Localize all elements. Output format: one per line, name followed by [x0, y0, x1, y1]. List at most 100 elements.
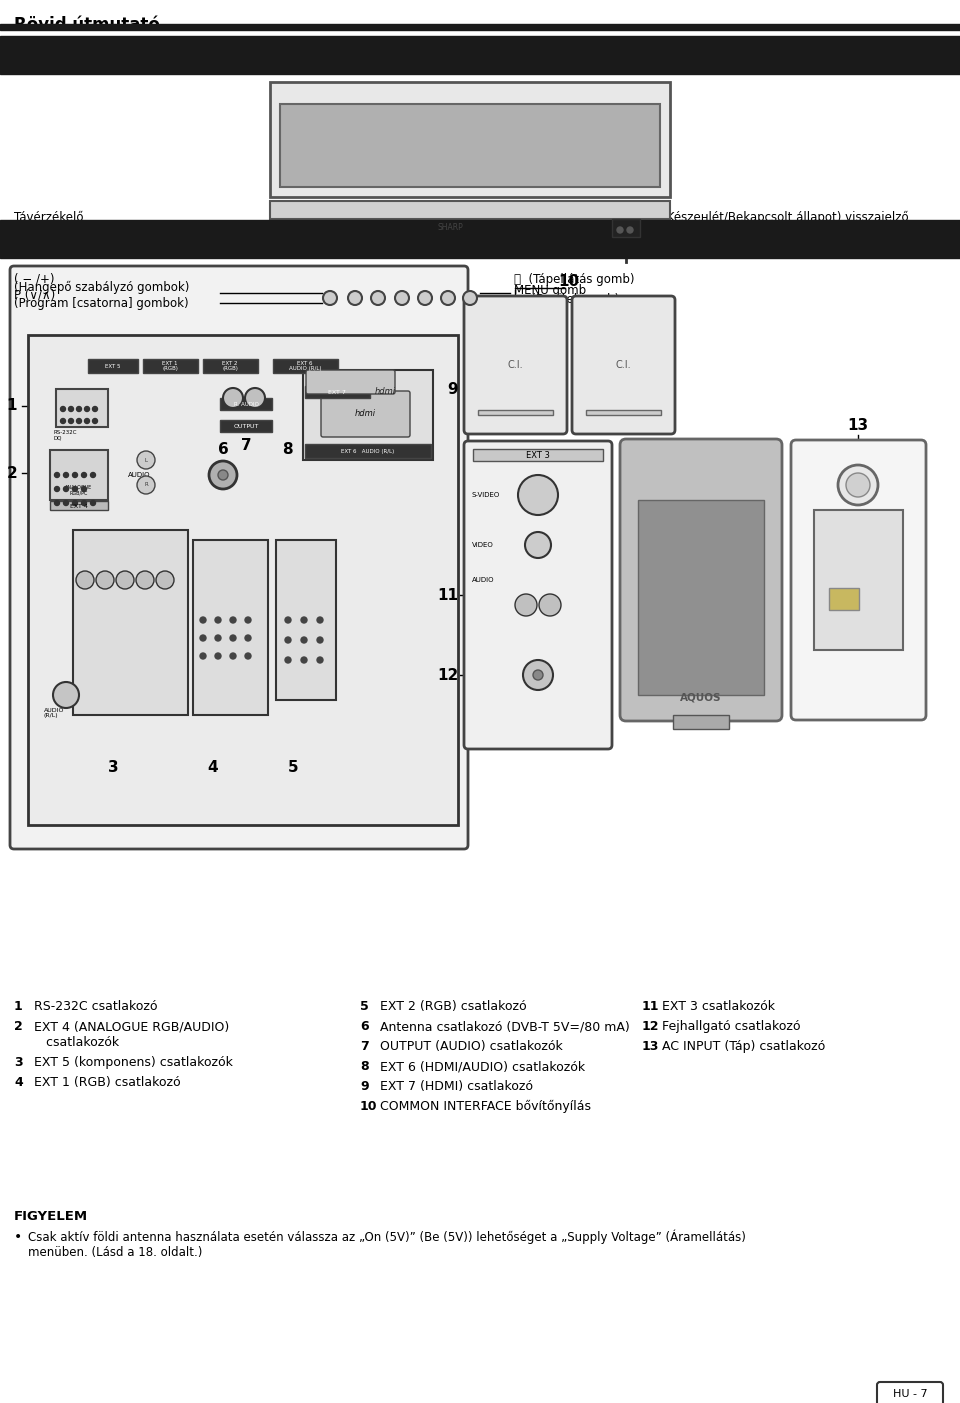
Bar	[405, 234, 535, 246]
FancyBboxPatch shape	[572, 296, 675, 434]
Circle shape	[218, 470, 228, 480]
Text: 1: 1	[7, 398, 17, 414]
Circle shape	[77, 418, 82, 424]
Text: 3: 3	[14, 1056, 23, 1069]
Circle shape	[53, 682, 79, 709]
Bar	[586, 410, 661, 415]
Circle shape	[215, 636, 221, 641]
Circle shape	[82, 487, 86, 491]
Circle shape	[73, 487, 78, 491]
Circle shape	[84, 407, 89, 411]
Text: SHARP: SHARP	[437, 223, 463, 231]
Circle shape	[323, 290, 337, 304]
Text: R. AUDIO: R. AUDIO	[233, 401, 258, 407]
Circle shape	[92, 407, 98, 411]
Bar	[28, 335, 458, 825]
Text: hdmi: hdmi	[374, 387, 396, 397]
Text: AC INPUT (Táp) csatlakozó: AC INPUT (Táp) csatlakozó	[662, 1040, 826, 1054]
Bar	[143, 359, 198, 373]
Text: EXT 6 (HDMI/AUDIO) csatlakozók: EXT 6 (HDMI/AUDIO) csatlakozók	[380, 1061, 586, 1073]
Bar	[193, 540, 268, 716]
Circle shape	[617, 227, 623, 233]
Text: EXT 5 (komponens) csatlakozók: EXT 5 (komponens) csatlakozók	[34, 1056, 233, 1069]
Circle shape	[846, 473, 870, 497]
Circle shape	[317, 617, 323, 623]
Text: P (∨/∧): P (∨/∧)	[14, 289, 56, 302]
Circle shape	[68, 407, 74, 411]
Text: 13: 13	[642, 1040, 660, 1054]
Text: EXT 7: EXT 7	[328, 390, 346, 394]
Text: 7: 7	[241, 438, 252, 453]
Circle shape	[137, 476, 155, 494]
Circle shape	[60, 407, 65, 411]
Circle shape	[90, 501, 95, 505]
Bar	[273, 359, 338, 373]
Circle shape	[84, 418, 89, 424]
Text: ⊙  (Bevitel gomb): ⊙ (Bevitel gomb)	[514, 293, 619, 306]
Text: 10: 10	[360, 1100, 377, 1113]
FancyBboxPatch shape	[464, 296, 567, 434]
Text: R: R	[144, 483, 148, 487]
Bar	[50, 501, 108, 511]
Bar	[220, 398, 272, 410]
Text: 4: 4	[207, 760, 218, 774]
Circle shape	[82, 473, 86, 477]
Circle shape	[301, 617, 307, 623]
Text: Távérzékelő: Távérzékelő	[14, 210, 84, 224]
Text: 7: 7	[360, 1040, 369, 1054]
Text: EXT 6   AUDIO (R/L): EXT 6 AUDIO (R/L)	[342, 449, 395, 453]
Text: TV (Hátulнézet): TV (Hátulнézet)	[14, 224, 199, 244]
Bar	[203, 359, 258, 373]
Circle shape	[137, 450, 155, 469]
Bar	[276, 540, 336, 700]
Text: OUTPUT (AUDIO) csatlakozók: OUTPUT (AUDIO) csatlakozók	[380, 1040, 563, 1054]
Circle shape	[317, 637, 323, 643]
Bar	[270, 201, 670, 219]
Text: EXT 4: EXT 4	[70, 504, 88, 508]
Bar	[280, 104, 660, 187]
Circle shape	[539, 593, 561, 616]
Circle shape	[533, 671, 543, 680]
Text: 6: 6	[360, 1020, 369, 1033]
Circle shape	[301, 657, 307, 664]
Text: Rövid útmutató: Rövid útmutató	[14, 15, 160, 34]
Circle shape	[230, 652, 236, 659]
Text: 2: 2	[7, 466, 17, 480]
Bar	[73, 530, 188, 716]
FancyBboxPatch shape	[306, 370, 395, 394]
Bar	[0, 220, 960, 258]
Text: C.I.: C.I.	[507, 361, 523, 370]
Circle shape	[223, 389, 243, 408]
Circle shape	[116, 571, 134, 589]
Text: ANALOGUE
RGB/PC: ANALOGUE RGB/PC	[65, 484, 92, 495]
Text: EXT 5: EXT 5	[106, 363, 121, 369]
Circle shape	[838, 464, 878, 505]
Bar	[305, 386, 370, 398]
Text: EXT 2
(RGB): EXT 2 (RGB)	[222, 361, 238, 372]
Text: hdmi: hdmi	[354, 410, 375, 418]
Text: OUTPUT: OUTPUT	[233, 424, 258, 428]
Text: L: L	[145, 457, 148, 463]
Text: 9: 9	[447, 383, 458, 397]
Text: (Program [csatorna] gombok): (Program [csatorna] gombok)	[14, 297, 188, 310]
Text: csatlakozók: csatlakozók	[34, 1035, 119, 1049]
Text: EXT 4 (ANALOGUE RGB/AUDIO): EXT 4 (ANALOGUE RGB/AUDIO)	[34, 1020, 229, 1033]
Circle shape	[285, 657, 291, 664]
Circle shape	[245, 389, 265, 408]
Bar	[473, 449, 603, 462]
Bar	[88, 359, 138, 373]
Circle shape	[285, 617, 291, 623]
Circle shape	[525, 532, 551, 558]
Text: ( − /+): ( − /+)	[14, 274, 55, 286]
Text: 12: 12	[642, 1020, 660, 1033]
FancyBboxPatch shape	[877, 1382, 943, 1403]
Circle shape	[63, 473, 68, 477]
Circle shape	[136, 571, 154, 589]
Text: •: •	[14, 1230, 22, 1244]
Text: 11: 11	[438, 588, 459, 602]
Text: 5: 5	[360, 1000, 369, 1013]
Circle shape	[200, 652, 206, 659]
Circle shape	[230, 636, 236, 641]
Circle shape	[90, 473, 95, 477]
Text: 6: 6	[218, 442, 228, 457]
